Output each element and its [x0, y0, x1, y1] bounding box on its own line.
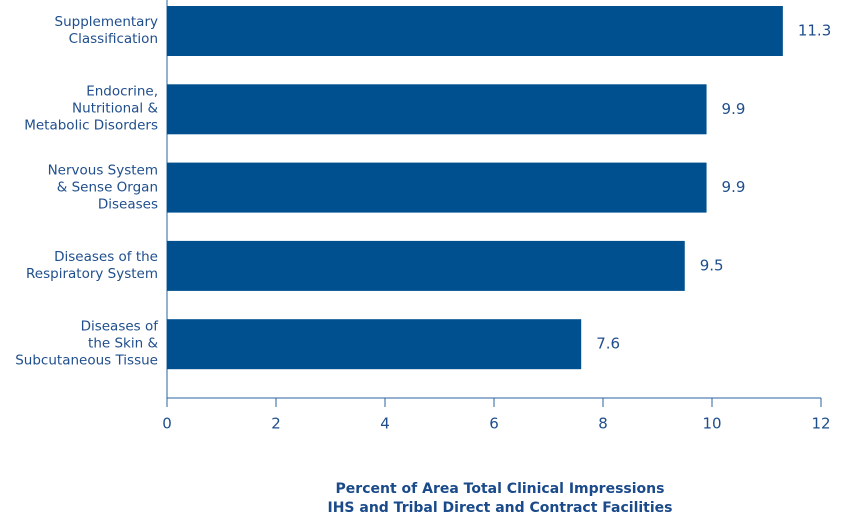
value-label: 9.5	[700, 256, 724, 274]
x-axis-label: Percent of Area Total Clinical Impressio…	[327, 481, 673, 516]
x-tick-label: 6	[489, 415, 499, 433]
x-tick-label: 4	[380, 415, 390, 433]
x-tick-label: 0	[162, 415, 172, 433]
category-label: Endocrine, Nutritional & Metabolic Disor…	[24, 83, 158, 134]
value-label: 9.9	[722, 178, 746, 196]
value-label: 9.9	[722, 100, 746, 118]
bar	[167, 162, 707, 213]
value-label: 11.3	[798, 22, 831, 40]
x-tick-label: 2	[271, 415, 281, 433]
value-label: 7.6	[596, 335, 620, 353]
bar	[167, 84, 707, 135]
bar	[167, 240, 685, 291]
x-tick-label: 12	[811, 415, 830, 433]
category-label: Diseases of the Respiratory System	[26, 248, 158, 282]
category-label: Nervous System & Sense Organ Diseases	[47, 162, 158, 213]
x-tick-label: 8	[598, 415, 608, 433]
x-tick-label: 10	[702, 415, 721, 433]
bar	[167, 6, 783, 56]
bar	[167, 319, 582, 370]
category-label: Diseases of the Skin & Subcutaneous Tiss…	[15, 318, 158, 369]
category-label: Supplementary Classification	[54, 14, 158, 47]
